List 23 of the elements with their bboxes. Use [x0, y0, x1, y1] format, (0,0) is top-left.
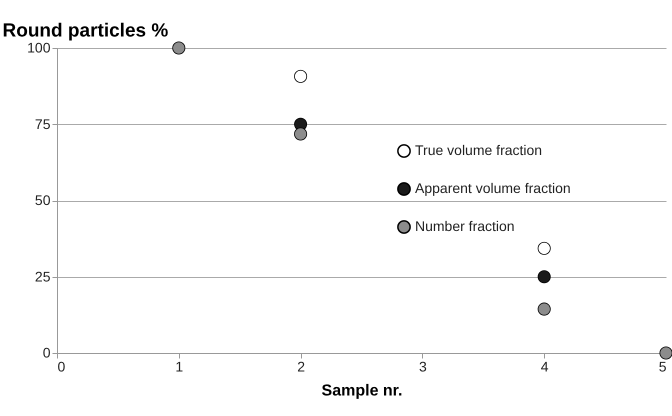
y-tick-label: 0 — [42, 344, 51, 360]
point — [294, 128, 308, 141]
point — [538, 242, 551, 255]
point — [659, 346, 672, 360]
legend-label: Apparent volume fraction — [415, 180, 571, 196]
y-axis-title: Round particles % — [2, 20, 168, 42]
x-tick-label: 4 — [540, 358, 549, 374]
point — [538, 270, 551, 284]
x-axis-title: Sample nr. — [322, 382, 402, 400]
legend-label: Number fraction — [415, 218, 515, 234]
point — [172, 41, 186, 55]
y-tick-label: 25 — [34, 268, 51, 284]
x-tick-label: 0 — [58, 358, 66, 374]
y-tick-label: 50 — [34, 192, 51, 208]
x-tick-label: 1 — [175, 358, 184, 374]
point — [538, 302, 551, 316]
x-tick-label: 3 — [419, 358, 427, 374]
x-tick-label: 5 — [658, 358, 667, 374]
point — [294, 70, 308, 83]
y-tick-label: 75 — [34, 116, 51, 132]
y-tick-label: 100 — [27, 40, 51, 56]
x-tick-label: 2 — [297, 358, 306, 374]
legend-label: True volume fraction — [415, 142, 542, 158]
